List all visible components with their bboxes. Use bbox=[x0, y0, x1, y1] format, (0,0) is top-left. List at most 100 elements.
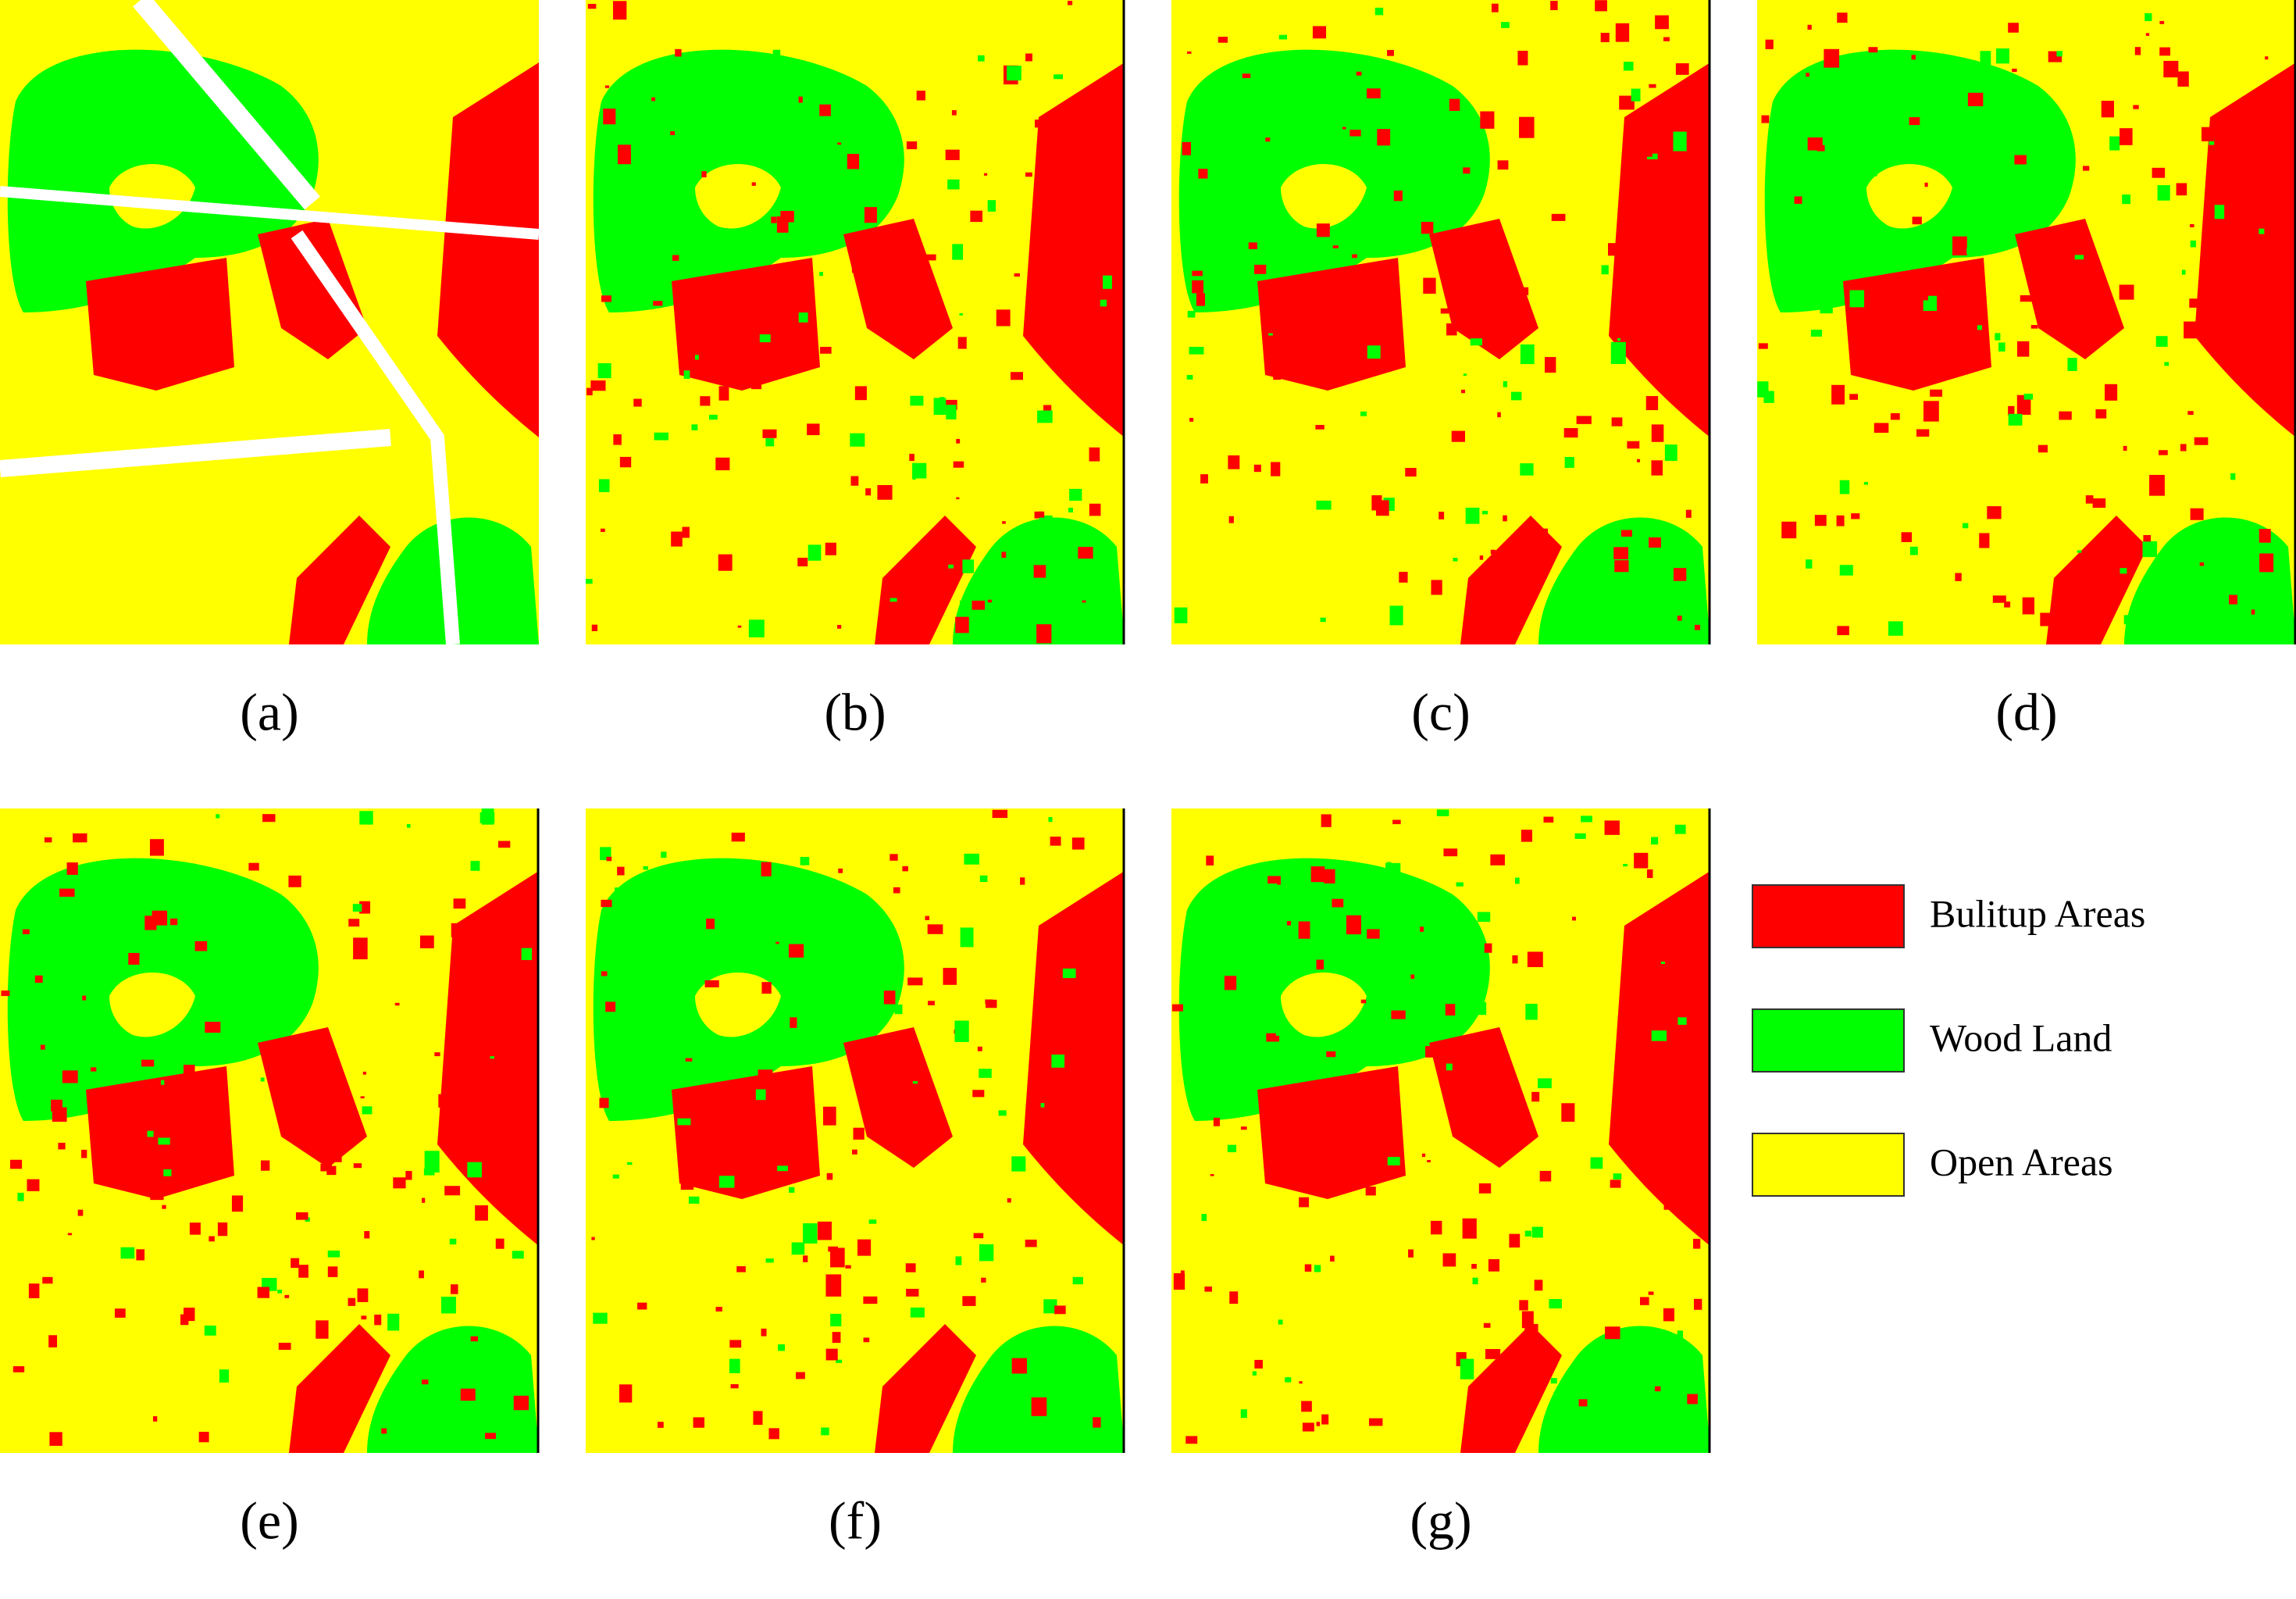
speckle bbox=[1536, 528, 1549, 535]
speckle bbox=[1068, 556, 1082, 576]
speckle bbox=[1228, 516, 1234, 523]
speckle bbox=[1368, 1418, 1383, 1426]
speckle bbox=[1615, 23, 1630, 42]
speckle bbox=[1649, 84, 1656, 88]
speckle bbox=[49, 1432, 62, 1446]
speckle bbox=[1322, 1192, 1331, 1197]
speckle bbox=[81, 1149, 87, 1158]
speckle bbox=[775, 941, 779, 944]
speckle bbox=[658, 1422, 664, 1428]
speckle bbox=[2067, 358, 2077, 371]
legend-label: Bulitup Areas bbox=[1930, 891, 2145, 935]
speckle bbox=[2095, 409, 2107, 419]
speckle bbox=[1998, 165, 2013, 180]
speckle bbox=[753, 1411, 763, 1425]
speckle bbox=[1405, 468, 1417, 477]
speckle bbox=[1371, 133, 1377, 137]
speckle bbox=[1254, 1359, 1263, 1369]
speckle bbox=[601, 899, 612, 908]
speckle bbox=[77, 1209, 84, 1216]
speckle bbox=[755, 1089, 766, 1101]
speckle bbox=[615, 887, 619, 891]
speckle bbox=[741, 269, 749, 280]
speckle bbox=[626, 1162, 633, 1165]
speckle bbox=[796, 1372, 805, 1379]
speckle bbox=[1619, 95, 1635, 110]
speckle bbox=[2214, 205, 2225, 220]
speckle bbox=[1011, 1156, 1026, 1172]
speckle bbox=[956, 438, 961, 444]
speckle bbox=[943, 968, 957, 985]
speckle bbox=[868, 1219, 877, 1224]
speckle bbox=[2163, 60, 2179, 78]
speckle bbox=[761, 1328, 767, 1337]
speckle bbox=[1610, 341, 1626, 364]
speckle bbox=[194, 940, 208, 951]
speckle bbox=[675, 48, 682, 57]
speckle bbox=[1071, 837, 1085, 850]
speckle bbox=[586, 387, 593, 396]
speckle bbox=[44, 837, 52, 843]
speckle bbox=[1620, 530, 1632, 537]
built-up bbox=[1460, 516, 1562, 644]
speckle bbox=[1646, 1105, 1655, 1112]
speckle bbox=[1025, 172, 1032, 177]
speckle bbox=[1631, 536, 1640, 544]
built-up bbox=[1609, 871, 1710, 1246]
speckle bbox=[817, 1221, 832, 1240]
speckle bbox=[1831, 384, 1845, 405]
speckle bbox=[2074, 255, 2084, 260]
speckle bbox=[1299, 1381, 1303, 1384]
speckle bbox=[1641, 955, 1655, 966]
speckle bbox=[1673, 131, 1687, 152]
speckle bbox=[1229, 1291, 1239, 1305]
speckle bbox=[1192, 270, 1203, 277]
speckle bbox=[1213, 1117, 1221, 1126]
speckle bbox=[136, 1249, 145, 1261]
speckle bbox=[1463, 373, 1467, 377]
speckle bbox=[1497, 412, 1501, 418]
speckle bbox=[352, 904, 362, 912]
speckle bbox=[1321, 1414, 1329, 1425]
speckle bbox=[495, 1238, 504, 1249]
speckle bbox=[1268, 333, 1273, 336]
speckle bbox=[1185, 1436, 1198, 1444]
speckle bbox=[853, 1127, 865, 1140]
speckle bbox=[1456, 882, 1464, 887]
speckle bbox=[1377, 129, 1391, 146]
open-area bbox=[695, 973, 781, 1037]
speckle bbox=[1620, 1073, 1625, 1075]
speckle bbox=[1839, 480, 1850, 494]
speckle bbox=[1551, 213, 1566, 221]
speckle bbox=[1525, 126, 1529, 128]
panel-label: (g) bbox=[1410, 1491, 1471, 1551]
speckle bbox=[954, 1020, 969, 1042]
speckle bbox=[1033, 565, 1046, 578]
speckle bbox=[777, 1165, 788, 1172]
speckle bbox=[2242, 120, 2256, 134]
speckle bbox=[1292, 1031, 1298, 1035]
speckle bbox=[1610, 1180, 1621, 1188]
speckle bbox=[964, 853, 980, 865]
speckle bbox=[633, 398, 642, 407]
speckle bbox=[2189, 298, 2203, 308]
speckle bbox=[1421, 1153, 1426, 1158]
speckle bbox=[209, 1236, 215, 1242]
speckle bbox=[1501, 22, 1510, 28]
speckle bbox=[1521, 616, 1527, 620]
speckle bbox=[1839, 565, 1853, 576]
speckle bbox=[693, 1417, 704, 1428]
speckle bbox=[2059, 411, 2072, 420]
speckle bbox=[2159, 450, 2168, 455]
speckle bbox=[62, 1070, 78, 1083]
speckle bbox=[945, 149, 960, 160]
speckle bbox=[1955, 573, 1962, 581]
speckle bbox=[1663, 1205, 1670, 1210]
speckle bbox=[1677, 1330, 1684, 1339]
speckle bbox=[600, 528, 605, 533]
speckle bbox=[603, 109, 616, 125]
road bbox=[0, 429, 391, 477]
built-up bbox=[86, 258, 234, 391]
speckle bbox=[364, 1231, 370, 1239]
speckle bbox=[1987, 506, 2002, 519]
